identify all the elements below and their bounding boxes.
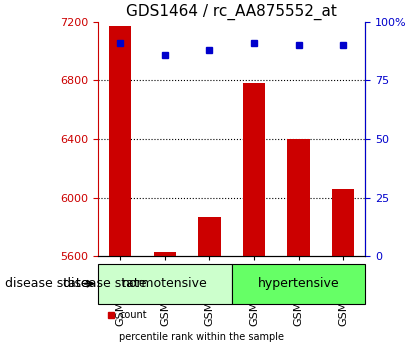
FancyBboxPatch shape: [98, 264, 232, 304]
Text: disease state: disease state: [63, 277, 147, 290]
Text: disease state: disease state: [5, 277, 93, 290]
Bar: [243, 83, 265, 256]
Text: count: count: [120, 310, 147, 320]
Title: GDS1464 / rc_AA875552_at: GDS1464 / rc_AA875552_at: [126, 4, 337, 20]
Bar: [154, 252, 176, 256]
Bar: [287, 139, 310, 256]
Text: normotensive: normotensive: [122, 277, 208, 290]
Bar: [332, 189, 354, 256]
Bar: [199, 217, 221, 256]
Bar: [109, 26, 132, 256]
Text: percentile rank within the sample: percentile rank within the sample: [120, 332, 284, 342]
FancyBboxPatch shape: [232, 264, 365, 304]
Text: hypertensive: hypertensive: [258, 277, 339, 290]
